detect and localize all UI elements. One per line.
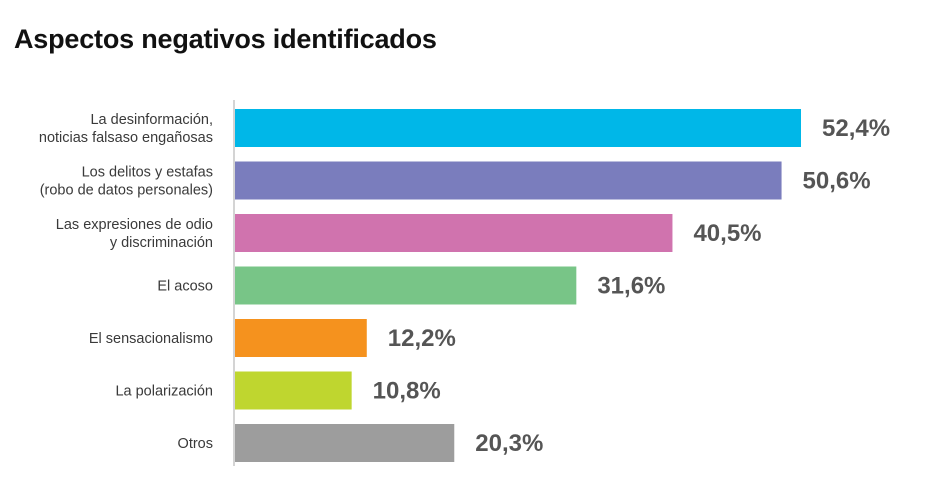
category-label-0-0: La desinformación, (90, 112, 213, 128)
bar-6 (235, 424, 455, 462)
value-label-5: 10,8% (373, 378, 441, 405)
category-label-6-0: Otros (178, 436, 213, 452)
value-label-1: 50,6% (803, 168, 871, 195)
bar-0 (235, 109, 801, 147)
category-label-3-0: El acoso (157, 279, 213, 295)
value-label-4: 12,2% (388, 325, 456, 352)
value-label-3: 31,6% (597, 273, 665, 300)
bar-2 (235, 214, 673, 252)
category-label-1-0: Los delitos y estafas (82, 165, 213, 181)
bar-4 (235, 319, 367, 357)
category-label-4-0: El sensacionalismo (89, 331, 213, 347)
category-label-5-0: La polarización (115, 384, 213, 400)
bar-5 (235, 371, 352, 410)
category-label-2-1: y discriminación (110, 235, 213, 251)
category-label-1-1: (robo de datos personales) (40, 183, 213, 199)
chart-title: Aspectos negativos identificados (14, 24, 437, 54)
category-label-0-1: noticias falsaso engañosas (39, 130, 213, 146)
bar-1 (235, 161, 782, 200)
value-label-0: 52,4% (822, 115, 890, 142)
value-label-6: 20,3% (475, 430, 543, 457)
category-label-2-0: Las expresiones de odio (56, 217, 213, 233)
value-label-2: 40,5% (693, 220, 761, 247)
bar-3 (235, 266, 577, 305)
